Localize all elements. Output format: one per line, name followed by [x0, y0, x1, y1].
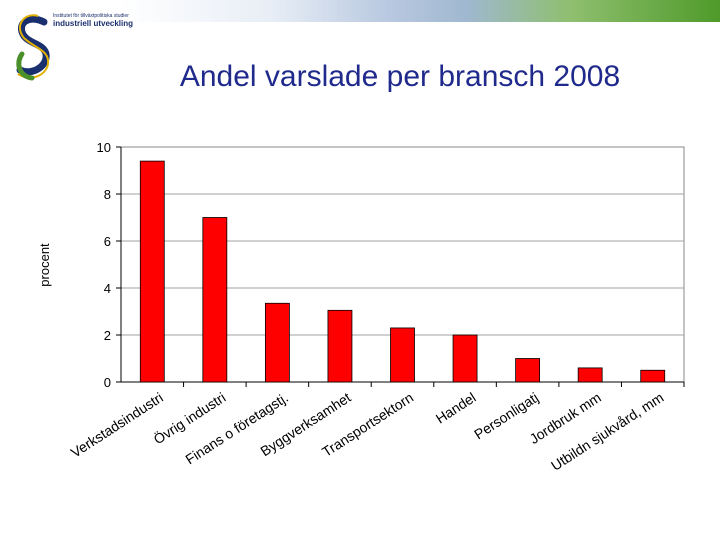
header-gradient-bar	[120, 0, 720, 22]
bar	[327, 309, 353, 383]
y-axis-title: procent	[37, 243, 52, 287]
bar	[202, 217, 228, 383]
bar	[640, 369, 666, 383]
bar	[515, 358, 541, 383]
y-tick-label: 6	[104, 234, 111, 249]
bar	[390, 327, 415, 383]
y-tick-label: 8	[104, 187, 111, 202]
logo-text: Institutet för tillväxtpolitiska studier…	[53, 14, 133, 28]
bar	[264, 302, 290, 383]
x-tick-label: Finans o företagstj.	[182, 389, 291, 467]
y-tick-label: 10	[97, 140, 111, 155]
x-tick-label: Utbildn sjukvård, mm	[548, 389, 666, 474]
logo-line2: industriell utveckling	[53, 19, 134, 28]
y-tick-label: 2	[104, 328, 111, 343]
x-tick-label: Handel	[433, 389, 479, 427]
x-tick-label: Verkstadsindustri	[68, 389, 166, 460]
bar	[577, 367, 603, 383]
logo-icon	[16, 14, 50, 81]
chart-title-text: Andel varslade per bransch 2008	[179, 60, 621, 93]
y-tick-label: 4	[104, 281, 111, 296]
logo-line1: Institutet för tillväxtpolitiska studier	[53, 13, 129, 19]
bar	[139, 160, 165, 383]
y-tick-label: 0	[104, 375, 111, 390]
bar	[452, 334, 478, 383]
chart-title: Andel varslade per bransch 2008	[0, 60, 720, 94]
